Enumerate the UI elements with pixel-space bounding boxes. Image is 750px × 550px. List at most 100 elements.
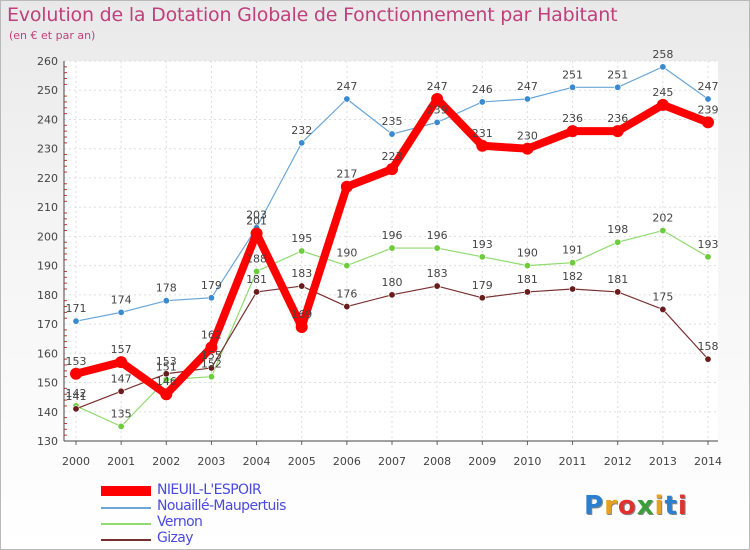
data-label: 141 [66,390,87,403]
data-point [386,163,398,176]
data-point [523,95,531,103]
chart-subtitle: (en € et par an) [9,29,96,42]
data-label: 202 [652,212,673,225]
x-tick-label: 2014 [694,455,722,468]
data-label: 179 [472,279,493,292]
data-label: 246 [472,83,493,96]
data-point [295,321,308,333]
data-point [160,388,173,401]
data-label: 190 [336,247,357,260]
data-label: 196 [382,229,403,242]
x-tick-label: 2013 [649,455,677,468]
y-tick-label: 130 [37,435,58,448]
legend-swatch [101,507,151,509]
data-label: 247 [698,80,719,93]
data-point [253,288,261,296]
x-tick-label: 2011 [559,455,587,468]
data-point [207,373,215,381]
data-label: 193 [472,238,493,251]
data-label: 239 [427,103,448,116]
data-point [704,253,712,261]
y-tick-label: 160 [37,347,58,360]
data-point [433,118,441,126]
data-point [340,180,353,193]
data-label: 188 [246,252,267,265]
x-tick-label: 2006 [333,455,361,468]
data-label: 239 [698,103,719,116]
y-tick-label: 170 [37,318,58,331]
data-label: 179 [201,279,222,292]
data-point [614,288,622,296]
data-label: 181 [607,273,628,286]
data-label: 146 [156,375,177,388]
data-label: 157 [111,343,132,356]
data-label: 151 [156,361,177,374]
legend-label: Gizay [157,530,194,546]
data-label: 247 [427,80,448,93]
data-point [205,341,218,354]
legend-swatch [101,486,151,496]
data-label: 245 [652,86,673,99]
y-tick-label: 180 [37,289,58,302]
data-label: 247 [336,80,357,93]
data-point [476,139,489,152]
data-point [343,95,351,103]
data-point [478,98,486,106]
y-tick-label: 260 [37,55,58,68]
data-point [117,422,125,430]
data-point [566,125,579,138]
data-point [611,125,624,138]
legend-label: NIEUIL-L'ESPOIR [157,482,262,498]
data-label: 153 [156,355,177,368]
x-tick-label: 2001 [107,455,135,468]
y-tick-label: 230 [37,143,58,156]
data-label: 203 [246,209,267,222]
data-label: 231 [472,127,493,140]
data-point [298,282,306,290]
data-point [569,285,577,293]
data-label: 217 [336,168,357,181]
y-tick-label: 250 [37,84,58,97]
y-tick-label: 190 [37,260,58,273]
data-point [659,227,667,235]
data-label: 176 [336,288,357,301]
data-label: 174 [111,293,132,306]
data-point [162,297,170,305]
data-point [704,95,712,103]
data-point [343,303,351,311]
data-label: 223 [382,150,403,163]
legend-label: Vernon [157,514,203,530]
data-point [250,227,263,240]
data-label: 251 [562,68,583,81]
data-point [523,262,531,270]
data-point [388,291,396,299]
data-point [298,139,306,147]
legend-label: Nouaillé-Maupertuis [157,498,286,514]
data-label: 230 [517,130,538,143]
x-tick-label: 2000 [62,455,90,468]
data-label: 181 [517,273,538,286]
data-point [702,116,714,129]
x-tick-label: 2004 [243,455,271,468]
data-label: 236 [562,112,583,125]
data-label: 251 [607,68,628,81]
data-point [569,83,577,91]
data-label: 153 [66,355,87,368]
data-point [704,355,712,363]
data-point [117,308,125,316]
data-label: 183 [291,267,312,280]
data-point [343,262,351,270]
data-point [115,356,128,369]
y-tick-label: 140 [37,406,58,419]
x-tick-label: 2005 [288,455,316,468]
data-label: 182 [562,270,583,283]
x-tick-label: 2002 [152,455,180,468]
data-label: 232 [291,124,312,137]
data-label: 155 [201,349,222,362]
data-point [72,405,80,413]
data-point [478,294,486,302]
legend-swatch [101,539,151,541]
x-tick-label: 2009 [468,455,496,468]
